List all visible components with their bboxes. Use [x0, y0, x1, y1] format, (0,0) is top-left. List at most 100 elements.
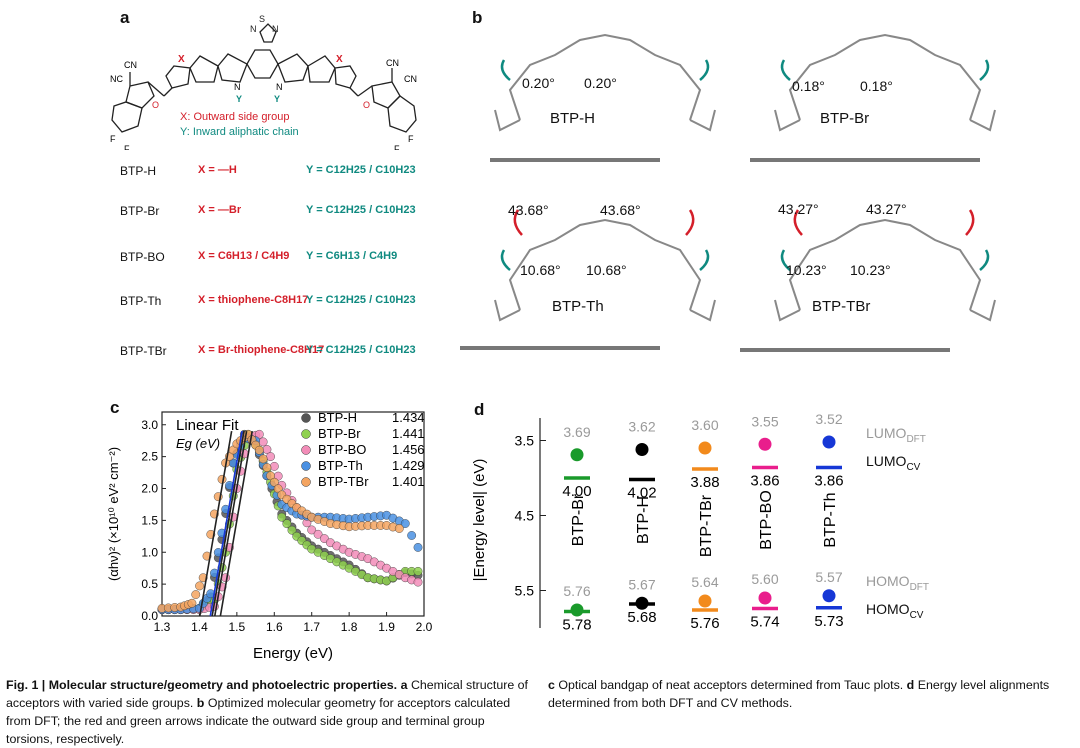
row-y: Y = C6H13 / C4H9 — [306, 250, 398, 262]
tauc-point — [400, 519, 410, 528]
row-name: BTP-BO — [120, 250, 165, 264]
tauc-legend-marker — [301, 429, 311, 439]
lumo-cv-value: 3.88 — [690, 474, 719, 491]
homo-cv-label: HOMOCV — [866, 601, 924, 621]
svg-text:N: N — [250, 24, 257, 34]
tauc-point — [187, 598, 197, 608]
caption-c-text: Optical bandgap of neat acceptors determ… — [558, 678, 904, 692]
tauc-point — [191, 590, 201, 599]
tauc-legend-eg: 1.456 — [392, 442, 425, 457]
homo-cv-value: 5.73 — [814, 613, 843, 630]
tauc-fit-line — [211, 430, 245, 617]
svg-text:CN: CN — [386, 58, 399, 68]
tauc-fit-line — [219, 430, 253, 617]
tauc-legend-name: BTP-BO — [318, 442, 366, 457]
tauc-point — [413, 577, 423, 587]
molecular-geometry-renderings — [460, 33, 996, 352]
lumo-dft-marker — [822, 435, 836, 449]
tauc-legend-eg: 1.401 — [392, 474, 425, 489]
tauc-xtick-label: 1.5 — [229, 620, 246, 634]
row-y: Y = C12H25 / C10H23 — [306, 344, 416, 356]
tauc-ylabel: (αhν)² (×10¹⁰ eV² cm⁻²) — [106, 447, 121, 581]
tauc-legend-marker — [301, 413, 311, 423]
row-x: X = —H — [198, 164, 237, 176]
lumo-cv-label: LUMOCV — [866, 453, 921, 473]
energy-ytick-label: 5.5 — [515, 583, 535, 599]
tauc-xtick-label: 2.0 — [416, 620, 433, 634]
lumo-dft-value: 3.62 — [628, 419, 655, 435]
tauc-plot-frame — [161, 411, 425, 617]
btp-br-angle-right: 0.18° — [860, 78, 893, 94]
caption-b-text: Optimized molecular geometry for accepto… — [6, 696, 511, 746]
caption-fig: Fig. 1 | — [6, 678, 46, 692]
tauc-point — [258, 437, 268, 447]
x-note: X: Outward side group — [180, 111, 289, 123]
svg-text:N: N — [272, 24, 279, 34]
tauc-legend-name: BTP-Br — [318, 426, 361, 441]
row-y: Y = C12H25 / C10H23 — [306, 164, 416, 176]
tauc-ytick-label: 2.5 — [141, 450, 158, 464]
btp-h-angle-left: 0.20° — [522, 75, 555, 91]
svg-text:O: O — [363, 100, 370, 110]
tauc-xtick-label: 1.4 — [191, 620, 208, 634]
btp-tbr-angle-outer-right: 43.27° — [866, 201, 907, 217]
svg-text:CN: CN — [404, 74, 417, 84]
homo-cv-value: 5.78 — [562, 617, 591, 634]
btp-tbr-angle-inner-right: 10.23° — [850, 262, 891, 278]
svg-text:N: N — [234, 82, 241, 92]
btp-th-angle-inner-right: 10.68° — [586, 262, 627, 278]
caption-d-letter: d — [906, 678, 915, 692]
svg-text:CN: CN — [124, 60, 137, 70]
lumo-cv-value: 3.86 — [750, 473, 779, 490]
acceptor-name-label: BTP-TBr — [698, 494, 715, 557]
tauc-legend-title: Linear Fit — [176, 417, 239, 434]
homo-cv-value: 5.68 — [627, 609, 656, 626]
tauc-point — [277, 512, 287, 522]
btp-th-angle-outer-right: 43.68° — [600, 202, 641, 218]
tauc-point — [254, 445, 264, 455]
caption-a-letter: a — [400, 678, 408, 692]
row-x: X = thiophene-C8H17 — [198, 294, 309, 306]
tauc-point — [269, 461, 279, 471]
tauc-legend-eg: 1.429 — [392, 458, 425, 473]
lumo-cv-value: 4.02 — [627, 485, 656, 502]
svg-text:NC: NC — [110, 74, 123, 84]
row-x: X = Br-thiophene-C8H17 — [198, 344, 325, 356]
tauc-eg-label: Eg (eV) — [176, 436, 220, 451]
homo-dft-marker — [822, 589, 836, 603]
svg-text:F: F — [110, 134, 116, 144]
btp-th-label: BTP-Th — [552, 298, 604, 315]
panel-b-letter: b — [472, 8, 483, 27]
homo-dft-label: HOMODFT — [866, 573, 929, 593]
tauc-xtick-label: 1.9 — [378, 620, 395, 634]
svg-text:X: X — [178, 54, 185, 65]
figure-caption-left: Fig. 1 | Molecular structure/geometry an… — [6, 676, 531, 748]
homo-dft-value: 5.67 — [628, 576, 655, 592]
energy-ytick-label: 4.5 — [515, 508, 535, 524]
homo-dft-value: 5.60 — [751, 571, 778, 587]
tauc-point — [221, 573, 231, 583]
tauc-fit-line — [209, 430, 243, 617]
btp-br-label: BTP-Br — [820, 110, 870, 127]
tauc-xtick-label: 1.6 — [266, 620, 283, 634]
tauc-legend-eg: 1.434 — [392, 410, 425, 425]
btp-tbr-label: BTP-TBr — [812, 298, 871, 315]
row-y: Y = C12H25 / C10H23 — [306, 294, 416, 306]
svg-text:S: S — [259, 14, 265, 24]
tauc-point — [307, 525, 317, 535]
tauc-legend-eg: 1.441 — [392, 426, 425, 441]
homo-dft-value: 5.57 — [815, 569, 842, 585]
tauc-point — [407, 531, 417, 540]
tauc-ytick-label: 0.5 — [141, 577, 158, 591]
tauc-legend-name: BTP-Th — [318, 458, 363, 473]
row-name: BTP-TBr — [120, 344, 167, 358]
tauc-point — [269, 477, 279, 487]
y-note-text: Y: Inward aliphatic chain — [180, 126, 299, 138]
energy-ytick-label: 3.5 — [515, 433, 535, 449]
svg-text:Y: Y — [236, 94, 242, 104]
tauc-point — [266, 471, 275, 481]
tauc-legend-name: BTP-TBr — [318, 474, 369, 489]
tauc-ytick-label: 0.0 — [141, 609, 158, 623]
svg-text:X: X — [336, 54, 343, 65]
lumo-dft-label: LUMODFT — [866, 425, 926, 445]
